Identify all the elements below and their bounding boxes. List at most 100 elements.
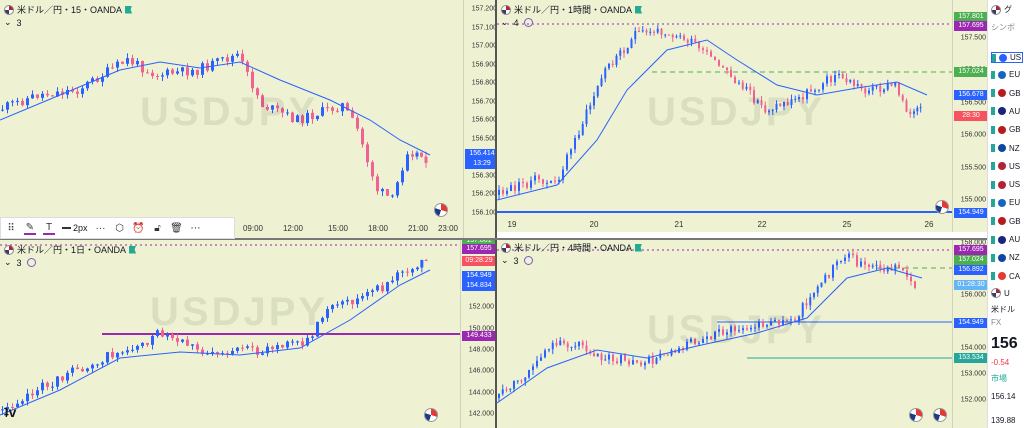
watchlist-item[interactable]: NZ (991, 144, 1020, 153)
candle-body (879, 85, 882, 92)
candle-body (61, 376, 64, 381)
candle-body (624, 355, 626, 361)
candles-15m (0, 49, 431, 198)
watchlist-item[interactable]: GB (991, 89, 1021, 98)
watchlist-item[interactable]: GB (991, 125, 1021, 134)
eye-icon[interactable] (523, 256, 533, 265)
watchlist-item[interactable]: EU (991, 198, 1020, 207)
hexagon-icon[interactable]: ⬡ (115, 222, 124, 234)
chart-pane-15m[interactable]: USDJPY 米ドル／円・15・OANDA ⌄ 3 157.200 157.100… (0, 0, 495, 238)
lock-icon[interactable]: 🔓︎ (154, 222, 161, 234)
price-axis[interactable]: 157.500157.000156.500156.000155.500155.0… (952, 0, 987, 232)
flag-icon (998, 253, 1006, 262)
price-tick: 154.000 (960, 344, 986, 352)
candle-body (311, 112, 314, 120)
green-flag-icon[interactable] (125, 5, 133, 14)
chart-pane-1d[interactable]: USDJPY 米ドル／円・1日・OANDA ⌄ 3 158.000156.000… (0, 240, 495, 428)
trash-icon[interactable]: 🗑︎ (170, 222, 183, 234)
watchlist-item[interactable]: US (991, 162, 1020, 171)
symbol-text: AU (1009, 106, 1021, 116)
watchlist-item[interactable]: AU (991, 235, 1020, 244)
time-tick: 20 (589, 220, 599, 229)
currency-flag-icon[interactable] (424, 408, 438, 422)
watchlist-item[interactable]: GB (991, 217, 1021, 226)
time-axis[interactable]: 19 20 21 22 25 26 (497, 218, 952, 232)
candle-body (775, 103, 778, 110)
candles-1h (497, 23, 952, 213)
green-flag-icon[interactable] (635, 243, 643, 252)
chart-title[interactable]: 米ドル／円・4時間・OANDA (501, 241, 643, 254)
title-text: 米ドル／円・4時間・OANDA (514, 243, 633, 253)
green-flag-icon[interactable] (129, 245, 137, 254)
flag-icon (999, 53, 1007, 62)
candle-body (181, 67, 184, 72)
alarm-icon[interactable]: ⏰ (132, 222, 145, 234)
candle-body (66, 372, 69, 381)
chart-title[interactable]: 米ドル／円・1時間・OANDA (501, 3, 643, 16)
price-axis[interactable]: 157.200 157.100 157.000 156.900 156.800 156.7… (463, 0, 495, 238)
pencil-icon[interactable]: ✎ (24, 221, 36, 235)
candle-body (71, 89, 74, 92)
chart-pane-4h[interactable]: USDJPY 米ドル／円・4時間・OANDA ⌄ 3 158.000157.00… (497, 238, 987, 428)
price-tick: 156.900 (471, 61, 495, 69)
chart-pane-1h[interactable]: USDJPY 米ドル／円・1時間・OANDA ⌄ 4 157.500157.00… (497, 0, 987, 232)
candle-body (679, 35, 682, 37)
tradingview-logo-icon[interactable]: ʇᴠ (4, 404, 17, 420)
currency-flag-icon[interactable] (935, 200, 949, 214)
pane-divider-horizontal[interactable] (0, 238, 987, 240)
candle-body (522, 182, 524, 184)
chevron-down-icon[interactable]: ⌄ (4, 17, 12, 27)
price-axis[interactable]: 158.000156.000154.000152.000150.000148.0… (460, 240, 495, 428)
candle-body (570, 346, 573, 348)
candle-body (101, 76, 104, 82)
chevron-down-icon[interactable]: ⌄ (4, 257, 12, 267)
price-tick: 156.800 (471, 79, 495, 87)
price-tick: 148.000 (468, 346, 494, 354)
candle-body (296, 341, 299, 343)
watchlist-item[interactable]: AU (991, 107, 1020, 116)
detail-symbol[interactable]: U (991, 288, 1010, 298)
chevron-down-icon[interactable]: ⌄ (501, 255, 509, 265)
candle-body (1, 109, 4, 111)
candle-body (331, 107, 334, 111)
watchlist-item[interactable]: US (991, 180, 1020, 189)
currency-flag-icon[interactable] (434, 203, 448, 217)
eye-icon[interactable] (523, 18, 533, 27)
grid-icon[interactable]: ⠿ (7, 222, 15, 234)
candle-body (246, 61, 249, 72)
currency-flag-icon[interactable] (933, 408, 947, 422)
watchlist-item[interactable]: CA (991, 272, 1020, 281)
currency-flag-icon[interactable] (909, 408, 923, 422)
indicator-toggle[interactable]: ⌄ 3 (4, 257, 36, 268)
candle-body (718, 329, 720, 332)
candle-body (550, 180, 552, 183)
text-icon[interactable]: T (43, 221, 55, 235)
chevron-down-icon[interactable]: ⌄ (501, 17, 509, 27)
green-flag-icon[interactable] (635, 5, 643, 14)
pane-divider-vertical[interactable] (495, 0, 497, 428)
watchlist-item[interactable]: NZ (991, 253, 1020, 262)
candle-body (604, 68, 607, 79)
candle-body (336, 110, 339, 112)
symbol-text: US (1010, 53, 1022, 62)
candle-body (101, 362, 104, 365)
time-axis[interactable]: 09:00 12:00 15:00 18:00 21:00 23:00 (0, 222, 463, 238)
chart-title[interactable]: 米ドル／円・15・OANDA (4, 3, 133, 16)
candle-body (216, 351, 219, 354)
eye-icon[interactable] (26, 258, 36, 267)
candle-body (276, 344, 279, 350)
line-width-selector[interactable]: 2px (62, 223, 88, 233)
more-icon[interactable]: ⋯ (190, 222, 201, 234)
watchlist-item[interactable]: EU (991, 70, 1020, 79)
price-axis[interactable]: 158.000157.000156.000155.000154.000153.0… (952, 238, 987, 428)
candle-body (420, 260, 424, 268)
watchlist-header[interactable]: グ (991, 4, 1012, 15)
watchlist-item[interactable]: US (991, 52, 1023, 63)
indicator-toggle[interactable]: ⌄ 3 (501, 255, 533, 266)
indicator-toggle[interactable]: ⌄ 4 (501, 17, 533, 28)
indicator-toggle[interactable]: ⌄ 3 (4, 17, 22, 28)
line-style-icon[interactable]: ··· (95, 222, 106, 234)
chart-title[interactable]: 米ドル／円・1日・OANDA (4, 243, 137, 256)
price-label: 157.024 (954, 255, 987, 265)
candle-body (638, 31, 640, 33)
